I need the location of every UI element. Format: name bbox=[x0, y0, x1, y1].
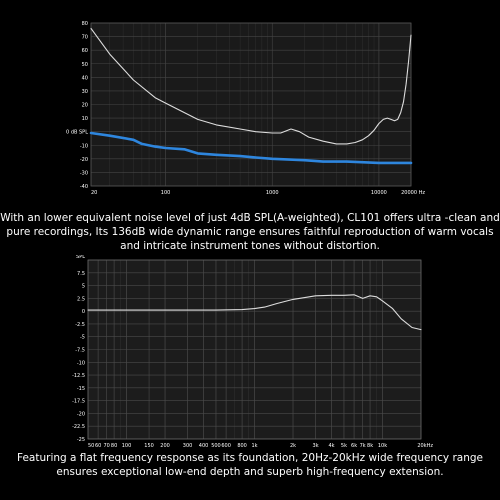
series-line-2 bbox=[89, 131, 413, 165]
y-tick-label: -2.5 bbox=[75, 322, 85, 328]
x-tick-label: 400 bbox=[199, 443, 209, 447]
x-tick-label: 20000 Hz bbox=[401, 190, 425, 196]
series-line-1 bbox=[90, 27, 412, 145]
x-tick-label: 10k bbox=[378, 443, 387, 447]
x-tick-label: 800 bbox=[237, 443, 247, 447]
x-tick-label: 5k bbox=[341, 443, 347, 447]
x-tick-label: 50 bbox=[88, 443, 94, 447]
y-tick-label: 10 bbox=[82, 116, 88, 122]
frequency-response-chart: 7.5 5 2.5 0 -2.5 -5 -7.5 -10 -12.5 -15 -17.5 -20 -22… bbox=[72, 255, 433, 447]
plot-frame bbox=[87, 259, 422, 440]
x-tick-label: 70 bbox=[104, 443, 110, 447]
x-tick-label: 4k bbox=[329, 443, 335, 447]
x-tick-label: 7k bbox=[360, 443, 366, 447]
y-tick-label: 70 bbox=[82, 35, 88, 41]
y-tick-label: 7.5 bbox=[77, 271, 85, 277]
y-tick-label: 2.5 bbox=[77, 296, 85, 302]
y-tick-label: 40 bbox=[82, 75, 88, 81]
y-axis-label: SPL bbox=[76, 255, 85, 260]
y-tick-label: 0 dB SPL bbox=[66, 130, 88, 136]
x-tick-label: 150 bbox=[144, 443, 154, 447]
x-tick-label: 20kHz bbox=[417, 443, 433, 447]
x-tick-label: 500 bbox=[211, 443, 221, 447]
y-tick-label: 30 bbox=[82, 89, 88, 95]
y-tick-label: -17.5 bbox=[72, 399, 85, 405]
y-tick-label: -10 bbox=[77, 360, 85, 366]
x-tick-label: 8k bbox=[367, 443, 373, 447]
frequency-description-text: Featuring a flat frequency response as i… bbox=[17, 452, 483, 478]
x-tick-label: 2k bbox=[290, 443, 296, 447]
y-tick-label: 50 bbox=[82, 62, 88, 68]
x-tick-label: 20 bbox=[91, 190, 97, 196]
x-tick-label: 100 bbox=[161, 190, 171, 196]
y-tick-label: -7.5 bbox=[75, 348, 85, 354]
x-tick-label: 600 bbox=[221, 443, 231, 447]
y-tick-label: -25 bbox=[77, 437, 85, 443]
y-tick-label: -22.5 bbox=[72, 424, 85, 430]
y-tick-label: 60 bbox=[82, 48, 88, 54]
y-tick-label: -5 bbox=[80, 335, 85, 341]
y-tick-label: -30 bbox=[80, 170, 88, 176]
y-tick-label: 5 bbox=[82, 284, 85, 290]
plot-area: 7.5 5 2.5 0 -2.5 -5 -7.5 -10 -12.5 -15 -17.5 -20 -22… bbox=[72, 255, 433, 447]
y-tick-label: -10 bbox=[80, 143, 88, 149]
x-tick-label: 3k bbox=[313, 443, 319, 447]
plot-frame bbox=[90, 22, 412, 187]
y-tick-label: 0 bbox=[82, 309, 85, 315]
x-tick-label: 1k bbox=[251, 443, 257, 447]
noise-description-text: With an lower equivalent noise level of … bbox=[0, 212, 500, 252]
x-tick-label: 60 bbox=[95, 443, 101, 447]
y-tick-label: 20 bbox=[82, 103, 88, 109]
series-line-1 bbox=[87, 294, 422, 331]
x-tick-label: 10000 bbox=[371, 190, 387, 196]
y-tick-label: -40 bbox=[80, 184, 88, 190]
x-tick-label: 1000 bbox=[266, 190, 279, 196]
x-tick-label: 6k bbox=[351, 443, 357, 447]
y-tick-label: -15 bbox=[77, 386, 85, 392]
x-tick-label: 100 bbox=[122, 443, 132, 447]
y-tick-label: -12.5 bbox=[72, 373, 85, 379]
y-tick-label: -20 bbox=[77, 411, 85, 417]
x-tick-label: 300 bbox=[183, 443, 193, 447]
x-tick-label: 200 bbox=[160, 443, 170, 447]
x-tick-label: 80 bbox=[111, 443, 117, 447]
y-tick-label: -20 bbox=[80, 157, 88, 163]
y-tick-label: 80 bbox=[82, 21, 88, 27]
